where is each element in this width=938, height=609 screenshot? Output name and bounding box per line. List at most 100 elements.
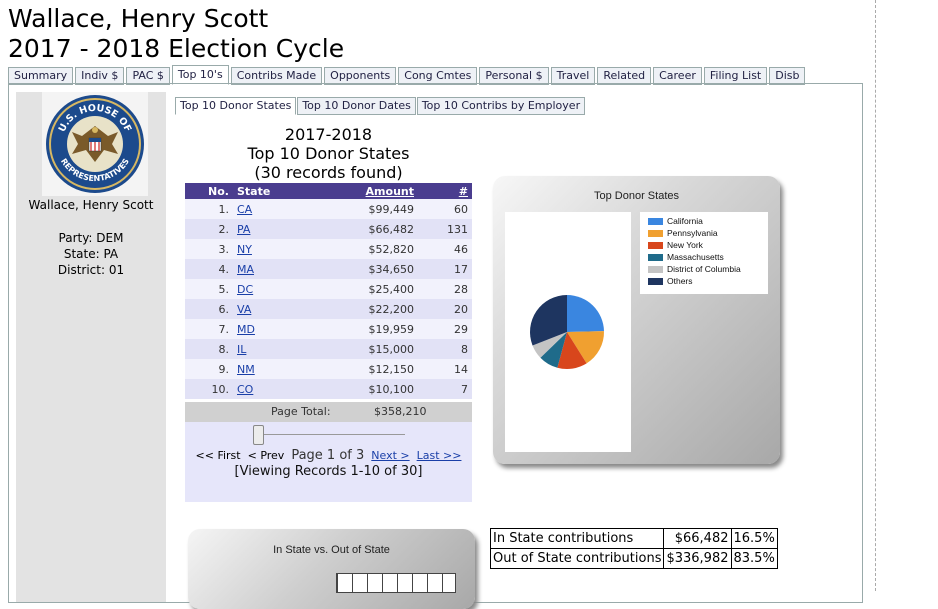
row-number: 2. (185, 219, 233, 239)
row-number: 8. (185, 339, 233, 359)
tab-pac[interactable]: PAC $ (126, 67, 170, 85)
pie-slice-others (530, 295, 567, 346)
tab-summary[interactable]: Summary (8, 67, 74, 85)
tab-travel[interactable]: Travel (550, 67, 596, 85)
in-state-pct: 16.5% (730, 528, 778, 549)
page-total-row: Page Total: $358,210 (185, 402, 472, 422)
table-header-row: No. State Amount # (185, 183, 472, 199)
row-amount: $34,650 (323, 259, 432, 279)
tab-opponents[interactable]: Opponents (324, 67, 397, 85)
col-header-amount[interactable]: Amount (323, 183, 432, 199)
row-count: 131 (432, 219, 472, 239)
page-divider (875, 0, 876, 591)
row-state-cell: VA (233, 299, 323, 319)
legend-swatch (648, 230, 663, 238)
table-row: In State contributions $66,482 16.5% (489, 528, 778, 549)
state-link[interactable]: IL (237, 342, 247, 356)
legend-label: District of Columbia (667, 264, 741, 274)
page-total-label: Page Total: (271, 405, 331, 418)
viewing-records-status: [Viewing Records 1-10 of 30] (234, 464, 423, 479)
state-link[interactable]: CO (237, 382, 254, 396)
row-amount: $99,449 (323, 199, 432, 219)
row-number: 6. (185, 299, 233, 319)
state-link[interactable]: NY (237, 242, 252, 256)
row-number: 3. (185, 239, 233, 259)
last-page-link[interactable]: Last >> (416, 449, 462, 462)
row-count: 14 (432, 359, 472, 379)
first-page-link[interactable]: << First (195, 449, 241, 462)
tab-career[interactable]: Career (653, 67, 702, 85)
pie-chart-svg (530, 295, 604, 369)
legend-label: California (667, 216, 703, 226)
tab-top-10s[interactable]: Top 10's (171, 65, 229, 85)
row-number: 4. (185, 259, 233, 279)
report-heading: Top 10 Donor States (247, 144, 410, 163)
table-row: 10. CO $10,100 7 (185, 379, 472, 399)
state-link[interactable]: MA (237, 262, 255, 276)
legend-item: Pennsylvania (640, 228, 768, 240)
pie-slice-district-of-columbia (532, 332, 567, 358)
state-link[interactable]: VA (237, 302, 252, 316)
row-state-cell: CO (233, 379, 323, 399)
col-header-no: No. (185, 183, 233, 199)
row-number: 5. (185, 279, 233, 299)
row-amount: $66,482 (323, 219, 432, 239)
in-vs-out-of-state-chart: In State vs. Out of State (188, 529, 475, 609)
state-link[interactable]: PA (237, 222, 251, 236)
legend-item: Others (640, 276, 768, 288)
row-state-cell: MD (233, 319, 323, 339)
row-amount: $25,400 (323, 279, 432, 299)
table-row: 5. DC $25,400 28 (185, 279, 472, 299)
subtab-top-donor-states[interactable]: Top 10 Donor States (175, 97, 297, 115)
row-state-cell: DC (233, 279, 323, 299)
tab-filing-list[interactable]: Filing List (703, 67, 768, 85)
page-slider-handle[interactable] (253, 425, 264, 445)
state-link[interactable]: CA (237, 202, 253, 216)
tab-disb[interactable]: Disb (769, 67, 806, 85)
tab-personal[interactable]: Personal $ (479, 67, 549, 85)
col-header-count[interactable]: # (432, 183, 472, 199)
subtab-top-contribs-employer[interactable]: Top 10 Contribs by Employer (416, 97, 586, 115)
pie-slice-new-york (557, 332, 587, 369)
state-link[interactable]: NM (237, 362, 255, 376)
subtab-top-donor-dates[interactable]: Top 10 Donor Dates (297, 97, 416, 115)
row-count: 28 (432, 279, 472, 299)
main-tab-bar: Summary Indiv $ PAC $ Top 10's Contribs Made… (8, 65, 807, 85)
legend-item: New York (640, 240, 768, 252)
in-state-summary-table: In State contributions $66,482 16.5% Out… (489, 528, 778, 569)
tab-cong-cmtes[interactable]: Cong Cmtes (398, 67, 478, 85)
legend-swatch (648, 254, 663, 262)
chart-title: Top Donor States (594, 190, 679, 202)
table-row: Out of State contributions $336,982 83.5… (489, 548, 778, 569)
row-state-cell: NM (233, 359, 323, 379)
row-state-cell: PA (233, 219, 323, 239)
row-count: 20 (432, 299, 472, 319)
row-number: 10. (185, 379, 233, 399)
legend-swatch (648, 242, 663, 250)
report-records-count: (30 records found) (254, 163, 403, 182)
pie-slice-massachusetts (540, 332, 567, 368)
table-row: 4. MA $34,650 17 (185, 259, 472, 279)
state-link[interactable]: MD (237, 322, 255, 336)
col-header-state[interactable]: State (233, 183, 323, 199)
tab-indiv[interactable]: Indiv $ (75, 67, 125, 85)
table-row: 6. VA $22,200 20 (185, 299, 472, 319)
row-count: 8 (432, 339, 472, 359)
next-page-link[interactable]: Next > (371, 449, 410, 462)
page-slider-track[interactable] (260, 434, 405, 435)
prev-page-link[interactable]: < Prev (247, 449, 285, 462)
tab-related[interactable]: Related (597, 67, 652, 85)
out-of-state-amount: $336,982 (663, 548, 732, 569)
pie-slice-pennsylvania (567, 331, 604, 364)
row-state-cell: MA (233, 259, 323, 279)
legend-item: Massachusetts (640, 252, 768, 264)
legend-swatch (648, 218, 663, 226)
in-state-amount: $66,482 (663, 528, 732, 549)
chart-legend: California Pennsylvania New York Massachuse… (640, 212, 768, 294)
tab-contribs-made[interactable]: Contribs Made (230, 67, 323, 85)
row-amount: $22,200 (323, 299, 432, 319)
donor-states-table: No. State Amount # 1. CA $99,449 60 2. PA $66,… (185, 183, 472, 399)
row-count: 29 (432, 319, 472, 339)
district-label: District: 01 (57, 263, 125, 277)
state-link[interactable]: DC (237, 282, 254, 296)
